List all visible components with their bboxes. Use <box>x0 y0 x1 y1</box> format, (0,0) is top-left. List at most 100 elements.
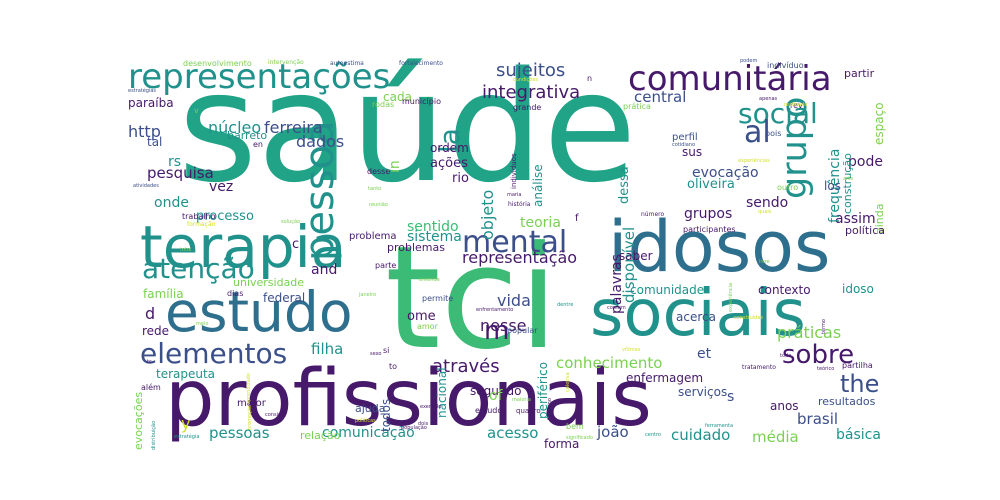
word-cloud-word: tci <box>385 216 559 381</box>
word-cloud-word: trabalho <box>182 212 216 221</box>
word-cloud-word: idoso <box>842 282 874 296</box>
word-cloud-word: fortalecimento <box>399 60 443 67</box>
word-cloud-word: significado <box>566 435 593 441</box>
word-cloud-word: tanto <box>368 186 382 192</box>
word-cloud-word: cada <box>383 90 412 104</box>
word-cloud-word: social <box>738 97 818 130</box>
word-cloud-word: processo <box>196 209 254 224</box>
word-cloud-word: política <box>845 224 885 237</box>
word-cloud-word: forma <box>544 437 580 451</box>
word-cloud-word: parte <box>375 261 397 270</box>
word-cloud-word: objeto <box>478 189 497 240</box>
word-cloud-word: comum <box>607 305 626 311</box>
word-cloud-word: teórico <box>817 366 835 372</box>
word-cloud-word: evocação <box>692 165 759 181</box>
word-cloud-word: profissionais <box>165 354 652 444</box>
word-cloud-word: al <box>744 115 771 150</box>
word-cloud-word: enfermagem <box>626 371 704 385</box>
word-cloud-word: problemas <box>387 241 445 254</box>
word-cloud-word: pesquisa <box>147 164 214 182</box>
word-cloud-word: terapia <box>140 213 347 281</box>
word-cloud-word: tc <box>147 359 152 365</box>
word-cloud-word: universidade <box>233 276 305 289</box>
word-cloud-word: estratégia <box>174 434 200 440</box>
word-cloud-word: d <box>145 304 156 323</box>
word-cloud-word: rio <box>452 171 469 186</box>
word-cloud-word: enfrentamento <box>476 307 514 313</box>
word-cloud-word: s <box>727 389 735 405</box>
word-cloud-word: c <box>292 237 300 252</box>
word-cloud-word: prática <box>623 102 651 111</box>
word-cloud-word: nesse <box>480 316 527 335</box>
word-cloud-word: comunicação <box>322 425 415 441</box>
word-cloud-word: maria <box>507 192 522 198</box>
word-cloud-word: representação <box>462 248 578 267</box>
word-cloud-word: sobre <box>782 340 855 370</box>
word-cloud-word: sexo <box>370 351 382 357</box>
word-cloud-word: perfil <box>672 132 698 143</box>
word-cloud-word: dois <box>418 421 429 427</box>
word-cloud-word: experiências <box>738 158 770 164</box>
word-cloud-word: vítimas <box>622 347 641 353</box>
word-cloud-word: ome <box>407 309 436 324</box>
word-cloud-word: condições <box>513 77 539 83</box>
word-cloud-word: todo <box>780 353 792 359</box>
word-cloud-word: estudo <box>165 280 353 344</box>
word-cloud-word: através <box>432 356 500 377</box>
word-cloud-word: rev <box>790 101 803 110</box>
word-cloud-word: número <box>641 211 665 218</box>
word-cloud-word: sistema <box>407 229 462 245</box>
word-cloud-word: popular <box>507 326 538 335</box>
word-cloud-word: problema <box>349 231 397 242</box>
word-cloud-word: et <box>697 346 712 362</box>
word-cloud-word: f <box>575 213 579 224</box>
word-cloud-word: formação <box>187 221 216 228</box>
word-cloud-word: análise <box>531 164 545 208</box>
word-cloud-word: termo <box>821 318 827 334</box>
word-cloud-word: partir <box>844 67 875 80</box>
word-cloud-word: filha <box>311 340 344 358</box>
word-cloud-word: ajuda <box>355 402 386 415</box>
word-cloud-word: atenção <box>142 252 255 285</box>
word-cloud-word: ordem <box>430 141 469 155</box>
word-cloud-word: elementos <box>140 337 288 370</box>
word-cloud-word: média <box>752 428 799 446</box>
word-cloud-word: podem <box>740 58 758 64</box>
word-cloud-word: m <box>484 316 510 346</box>
word-cloud-word: onde <box>154 195 189 211</box>
word-cloud-word: maioria <box>512 397 531 403</box>
word-cloud-word: tal <box>147 135 163 149</box>
word-cloud-word: resultados <box>818 395 876 408</box>
word-cloud-word: acesso <box>487 424 539 442</box>
word-cloud-word: pode <box>848 154 883 170</box>
word-cloud-word: arte <box>843 176 854 182</box>
word-cloud-word: básica <box>836 427 881 443</box>
word-cloud-word: joão <box>597 423 629 441</box>
word-cloud-word: y <box>181 414 191 433</box>
word-cloud-word: mental <box>462 225 568 260</box>
word-cloud-word: livre <box>759 259 770 265</box>
word-cloud-word: janeiro <box>359 292 377 298</box>
word-cloud-word: assim <box>835 211 876 227</box>
word-cloud-word: partilha <box>842 361 873 370</box>
word-cloud-word: desenvolvimento <box>183 59 252 68</box>
word-cloud-word: dados <box>296 132 345 151</box>
word-cloud-word: indivíduo <box>767 61 804 70</box>
word-cloud-word: of <box>489 388 503 404</box>
word-cloud-word: estudos <box>475 406 507 415</box>
word-cloud-word: práticas <box>777 323 842 342</box>
word-cloud-word: distribuição <box>151 420 157 450</box>
word-cloud-word: grande <box>513 103 542 112</box>
word-cloud-word: comunitária <box>628 59 832 99</box>
word-cloud-word: promoção <box>247 404 253 430</box>
word-cloud-word: família <box>143 287 184 301</box>
word-cloud-word: desse <box>367 167 391 176</box>
word-cloud-word: estratégias <box>128 88 157 94</box>
word-cloud-word: saber <box>619 249 653 263</box>
word-cloud-word: ferreira <box>264 118 323 137</box>
word-cloud-word: quais <box>758 209 772 215</box>
word-cloud-word: integrativa <box>482 82 581 103</box>
word-cloud-word: oliveira <box>687 177 735 192</box>
word-cloud-word: dias <box>227 289 244 298</box>
word-cloud-word: to <box>389 362 398 371</box>
